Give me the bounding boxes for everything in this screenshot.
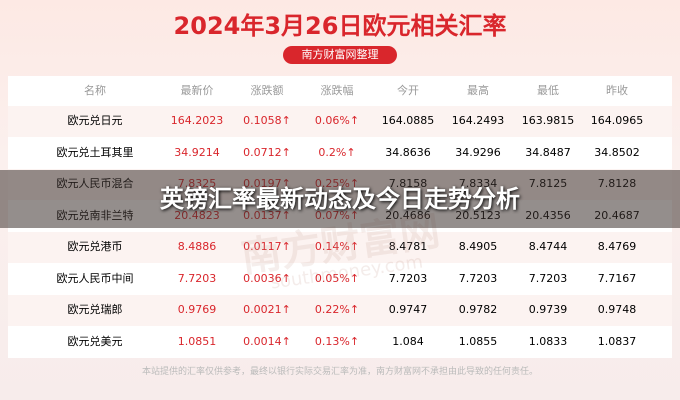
table-row: 欧元兑土耳其里拉34.92140.0712↑0.2%↑34.863634.929…	[8, 137, 672, 189]
rate-value: 1.0855	[458, 334, 498, 348]
rate-value: 0.0712↑	[243, 145, 291, 159]
rate-value: 0.14%↑	[314, 240, 360, 253]
rate-value: 164.2493	[451, 114, 505, 127]
rate-value: 8.4744	[528, 240, 568, 253]
column-header: 今开	[397, 84, 419, 97]
rate-value: 7.7203	[458, 271, 498, 285]
row-name: 欧元兑日元	[67, 114, 123, 127]
rate-value: 0.9782	[458, 303, 498, 316]
table-row: 欧元人民币中间价7.72030.0036↑0.05%↑7.72037.72037…	[8, 263, 672, 315]
table-row: 欧元兑港币 8.4886 0.0117↑ 0.14%↑ 8.4781 8.4905 8.47…	[8, 232, 672, 263]
rate-value: 7.7203	[388, 271, 428, 285]
rate-value: 7.7167	[597, 271, 637, 285]
rate-value: 1.0851	[177, 334, 217, 348]
rate-table: 名称 最新价 涨跌额 涨跌幅 今开 最高 最低 昨收欧元兑日元 164.2023 0.1058↑ 0…	[8, 76, 672, 358]
rate-value: 8.4781	[388, 240, 428, 253]
rate-value: 0.0117↑	[243, 240, 291, 253]
rate-value: 7.7203	[528, 271, 568, 285]
rate-value: 8.4905	[458, 240, 498, 253]
rate-value: 1.084	[392, 334, 424, 348]
table-row: 欧元兑日元 164.2023 0.1058↑ 0.06%↑ 164.0885 164.24…	[8, 106, 672, 137]
rate-value: 0.9748	[597, 303, 637, 316]
row-name: 欧元兑港币	[67, 240, 123, 253]
rate-value: 163.9815	[521, 114, 575, 127]
rate-value: 164.2023	[170, 114, 224, 127]
rate-value: 0.9739	[528, 303, 568, 316]
header-row: 名称 最新价 涨跌额 涨跌幅 今开 最高 最低 昨收	[8, 76, 672, 107]
column-header: 名称	[84, 84, 106, 97]
rate-value: 0.13%↑	[314, 334, 360, 348]
subtitle: 南方财富网整理	[283, 46, 397, 64]
rate-value: 7.7203	[177, 271, 217, 285]
title: 2024年3月26日欧元相关汇率	[173, 12, 507, 40]
rate-value: 0.05%↑	[314, 271, 360, 285]
rate-value: 8.4886	[177, 240, 217, 253]
rate-value: 0.0021↑	[243, 303, 291, 316]
banner[interactable]: 英镑汇率最新动态及今日走势分析	[0, 170, 680, 228]
table-row: 欧元兑美元 1.0851 0.0014↑ 0.13%↑ 1.084 1.0855 1.083…	[8, 326, 672, 358]
rate-value: 34.9214	[174, 145, 220, 159]
rate-value: 0.0036↑	[243, 271, 291, 285]
rate-value: 0.22%↑	[314, 303, 360, 316]
rate-value: 164.0965	[590, 114, 644, 127]
column-header: 最低	[537, 84, 559, 97]
table-row: 欧元兑瑞郎 0.9769 0.0021↑ 0.22%↑ 0.9747 0.9782 0.97…	[8, 295, 672, 326]
rate-value: 1.0833	[528, 334, 568, 348]
footer: 本站提供的汇率仅供参考，最终以银行实际交易汇率为准，南方财富网不承担由此导致的任…	[141, 367, 538, 377]
rate-value: 0.0014↑	[243, 334, 291, 348]
rate-value: 0.9769	[177, 303, 217, 316]
column-header: 涨跌幅	[320, 84, 354, 97]
rate-value: 0.1058↑	[243, 114, 291, 127]
rate-value: 34.9296	[455, 145, 501, 159]
rate-value: 34.8636	[385, 145, 431, 159]
column-header: 最高	[467, 84, 489, 97]
column-header: 昨收	[606, 84, 628, 97]
rate-value: 0.9747	[388, 303, 428, 316]
rate-value: 0.2%↑	[318, 145, 356, 159]
rate-value: 0.06%↑	[314, 114, 360, 127]
column-header: 最新价	[180, 84, 214, 97]
row-name: 欧元兑瑞郎	[67, 303, 123, 316]
row-name: 欧元兑美元	[67, 334, 123, 348]
rate-value: 164.0885	[381, 114, 435, 127]
rate-value: 8.4769	[597, 240, 637, 253]
column-header: 涨跌额	[250, 84, 284, 97]
rate-value: 34.8487	[525, 145, 571, 159]
rate-value: 1.0837	[597, 334, 637, 348]
rate-value: 34.8502	[594, 145, 640, 159]
